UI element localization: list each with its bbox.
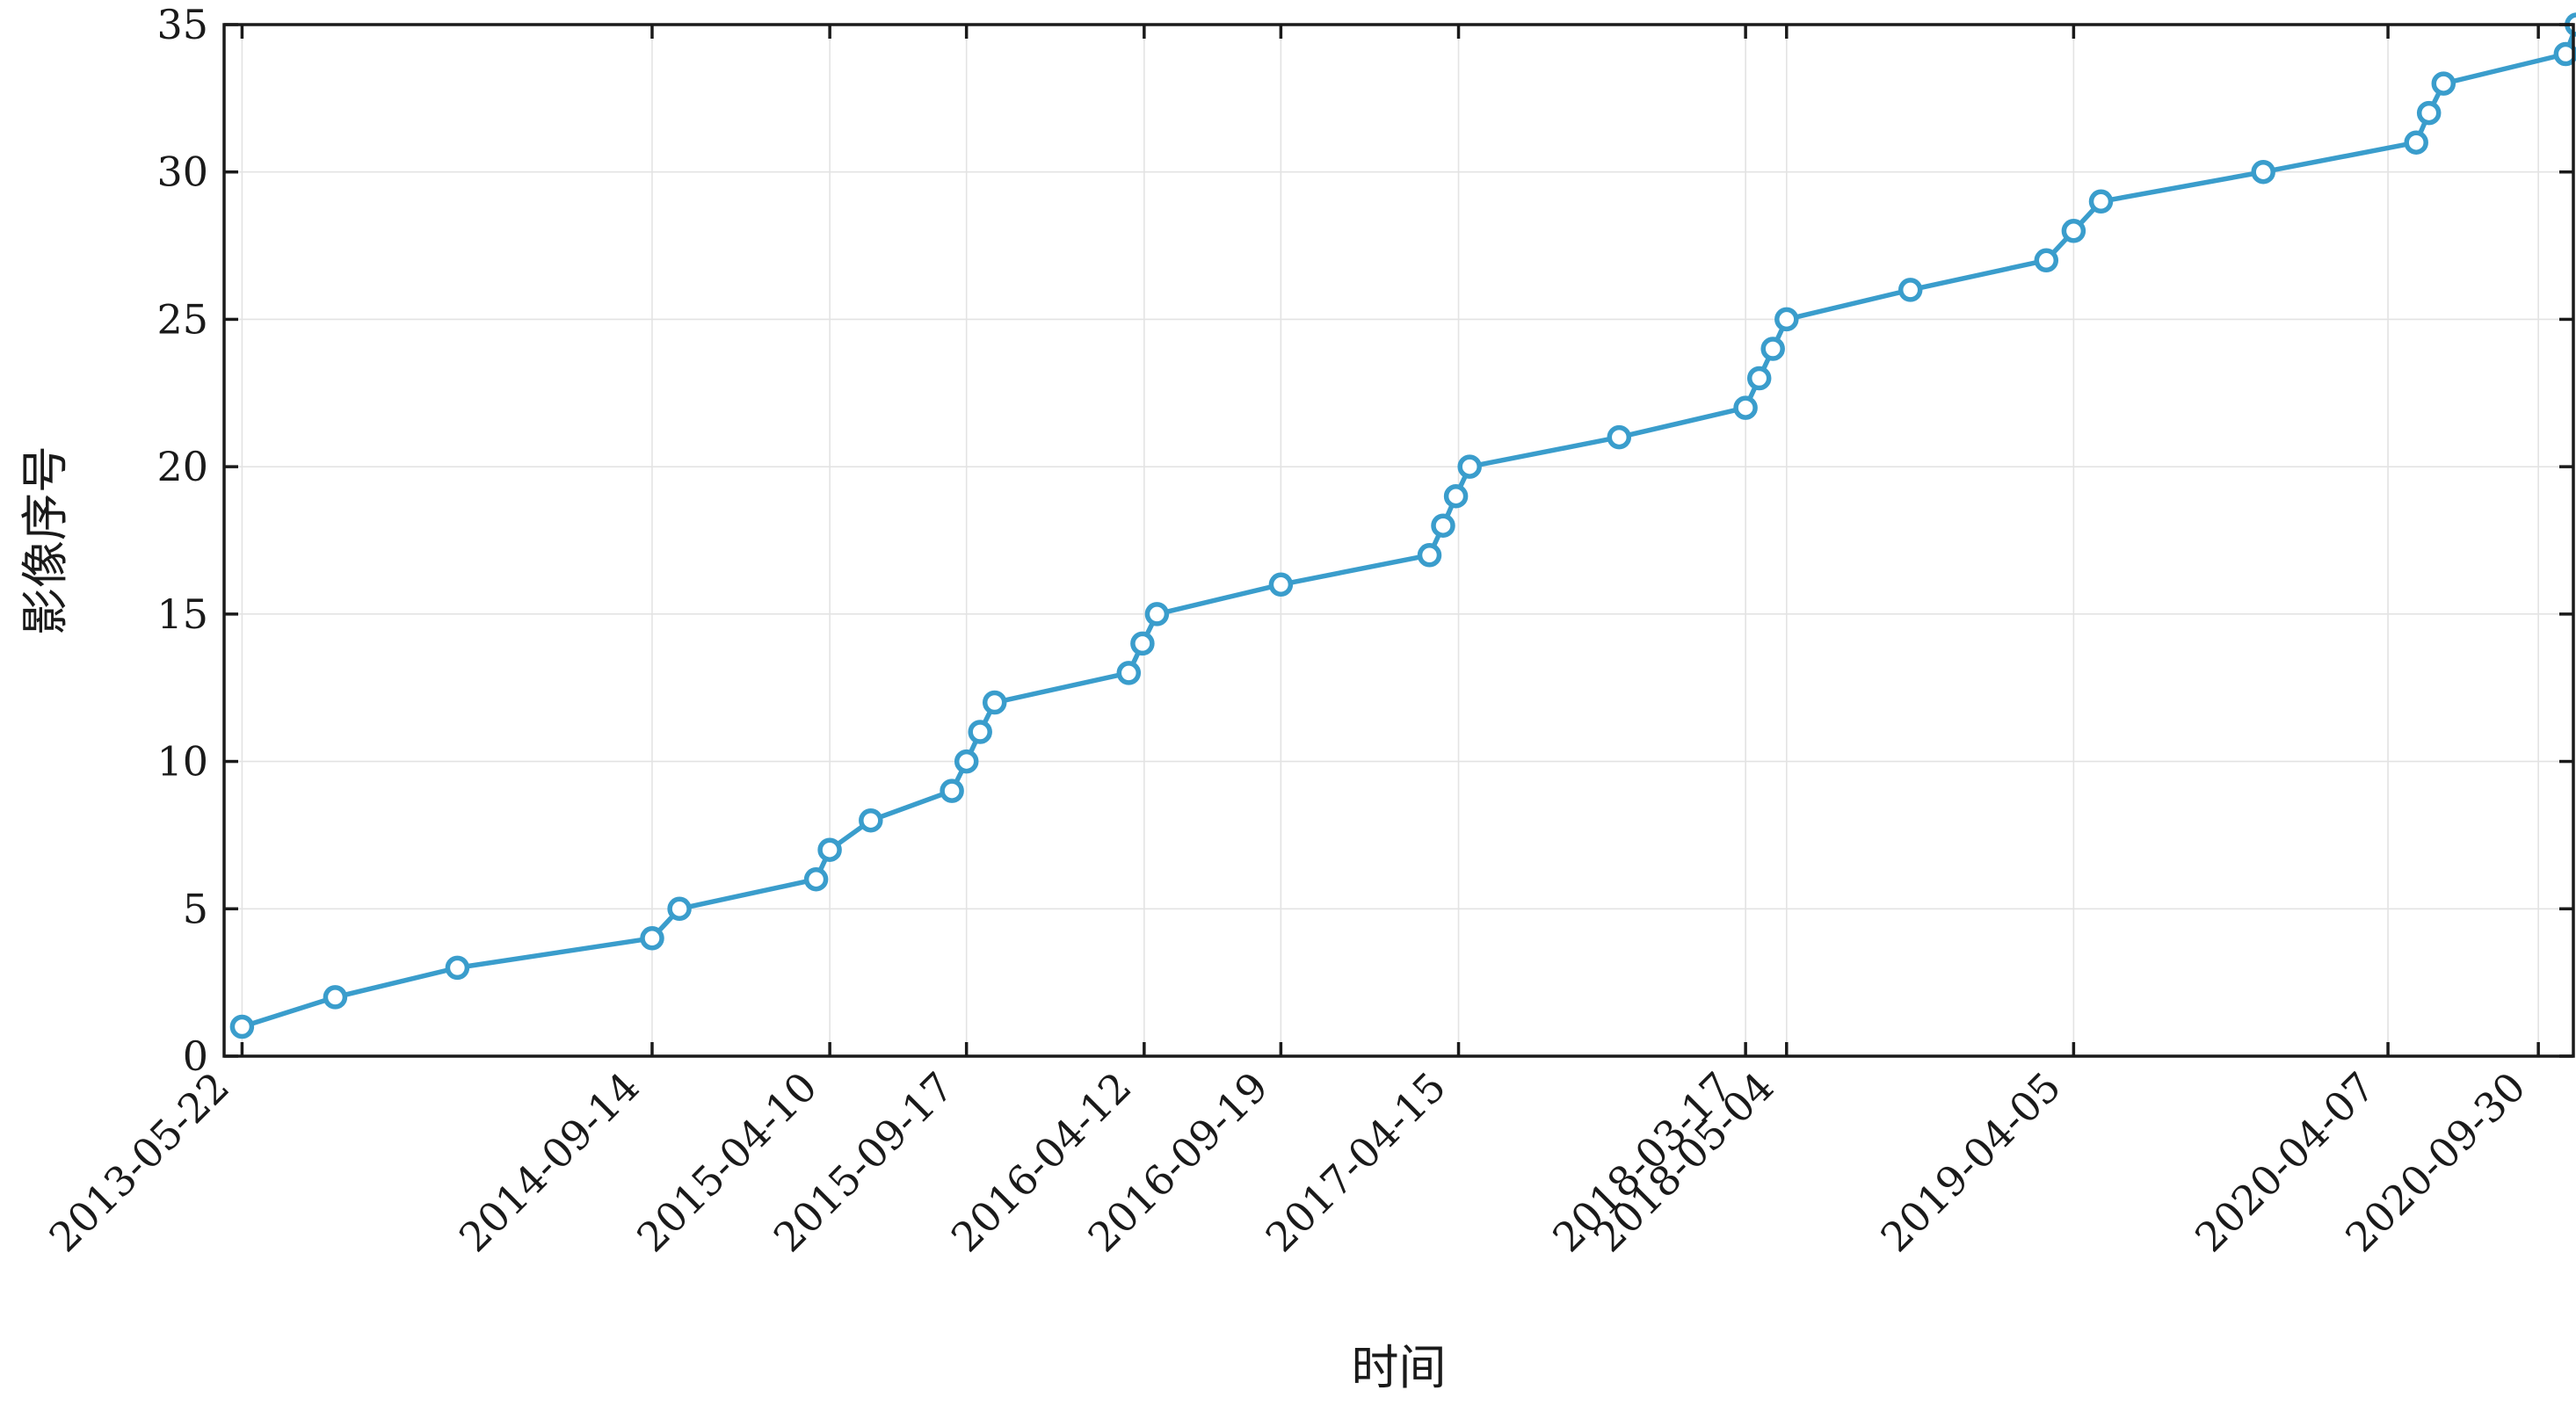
data-point bbox=[667, 896, 692, 922]
plot-frame bbox=[222, 23, 2575, 1058]
data-point bbox=[2251, 159, 2275, 185]
y-tick-label: 30 bbox=[156, 148, 208, 196]
data-point bbox=[1268, 572, 1294, 597]
data-point bbox=[803, 866, 829, 892]
data-point bbox=[1898, 278, 1923, 302]
y-tick-label: 20 bbox=[156, 443, 208, 490]
data-point bbox=[2416, 100, 2442, 126]
x-tick-label: 2014-09-14 bbox=[450, 1063, 649, 1262]
y-axis-title: 影像序号 bbox=[18, 445, 73, 635]
data-point bbox=[2553, 41, 2576, 67]
data-point bbox=[1130, 631, 1155, 656]
data-point bbox=[229, 1014, 255, 1039]
y-tick-label: 5 bbox=[183, 885, 208, 932]
data-point bbox=[445, 955, 470, 981]
data-point bbox=[2061, 219, 2086, 243]
series-line bbox=[241, 24, 2576, 1030]
grid-lines bbox=[224, 25, 2573, 1056]
data-point bbox=[640, 926, 664, 951]
data-point bbox=[1760, 337, 1785, 361]
data-point bbox=[323, 985, 348, 1010]
x-axis-title: 时间 bbox=[1352, 1340, 1447, 1395]
series-layer bbox=[229, 12, 2576, 1039]
data-point bbox=[2088, 189, 2114, 214]
data-point bbox=[954, 749, 979, 774]
data-point bbox=[982, 690, 1007, 715]
data-point bbox=[1774, 307, 1799, 332]
data-point bbox=[2034, 248, 2059, 273]
y-tick-label: 35 bbox=[156, 1, 208, 48]
x-axis: 2013-05-22 2014-09-142015-04-102015-09-17… bbox=[40, 25, 2540, 1262]
y-tick-label: 25 bbox=[156, 295, 208, 343]
data-point bbox=[1746, 366, 1772, 391]
x-tick-label: 2019-04-05 bbox=[1871, 1063, 2070, 1262]
x-tick-label: 2017-04-15 bbox=[1257, 1063, 1455, 1262]
x-tick-label: 2013-05-22 bbox=[40, 1063, 238, 1262]
data-point bbox=[940, 779, 964, 803]
y-axis: 0 5 10 15 20 25 30 35 bbox=[156, 1, 2573, 1080]
data-point bbox=[859, 808, 883, 833]
y-tick-label: 15 bbox=[156, 590, 208, 638]
y-tick-label: 10 bbox=[156, 738, 208, 786]
data-point bbox=[1443, 483, 1469, 509]
data-point bbox=[2404, 130, 2428, 155]
data-point bbox=[1733, 395, 1758, 420]
data-point bbox=[1607, 424, 1632, 450]
data-point bbox=[1144, 602, 1170, 626]
data-point bbox=[2431, 71, 2456, 96]
data-point bbox=[817, 837, 842, 862]
data-point bbox=[1417, 543, 1442, 568]
data-point bbox=[1457, 454, 1482, 479]
data-point bbox=[1116, 661, 1142, 685]
y-tick-label: 0 bbox=[183, 1032, 208, 1080]
data-point bbox=[1431, 513, 1455, 538]
data-point bbox=[968, 720, 992, 744]
